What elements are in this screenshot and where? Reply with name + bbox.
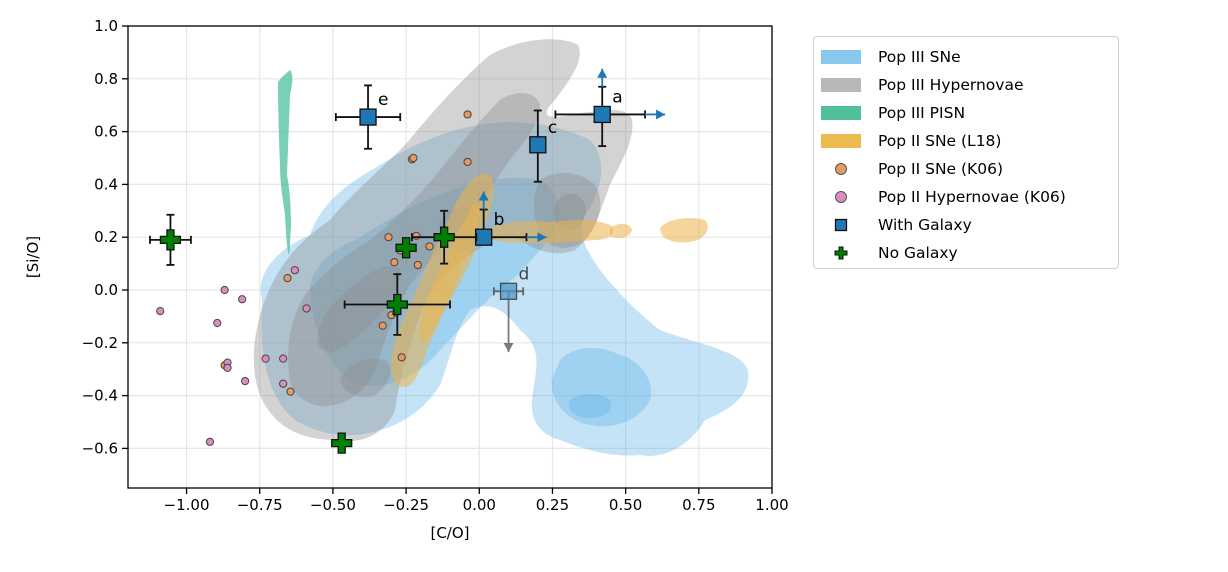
with-galaxy-point-d: d: [493, 264, 530, 353]
plus-marker-icon: [821, 246, 861, 260]
error-bars-layer: a b c d e: [149, 68, 666, 454]
data-point-circle: [302, 304, 311, 313]
legend-label: With Galaxy: [878, 216, 972, 234]
y-tick-label: −0.2: [82, 334, 118, 352]
data-point-circle: [283, 274, 292, 283]
data-point-circle: [220, 285, 229, 295]
data-point-circle: [213, 318, 222, 328]
y-tick-label: 0.2: [94, 228, 118, 246]
y-tick-label: 0.4: [94, 175, 118, 193]
plot-frame: [127, 25, 773, 489]
x-tick-label: −0.50: [310, 496, 356, 514]
square-marker-icon: [821, 218, 861, 232]
data-point-circle: [279, 379, 288, 388]
data-point-circle: [261, 354, 270, 363]
point-label: d: [519, 264, 530, 284]
point-label: a: [612, 87, 622, 107]
y-tick-label: 0.6: [94, 123, 118, 141]
data-point-circle: [397, 353, 406, 362]
x-tick-label: −0.75: [237, 496, 283, 514]
x-axis-label: [C/O]: [430, 524, 469, 542]
legend-item: Pop II SNe (L18): [814, 127, 1118, 155]
no-galaxy-point: [411, 209, 478, 265]
x-tick-label: 0.25: [536, 496, 569, 514]
density-contours: [253, 39, 749, 456]
legend-item: Pop III SNe: [814, 43, 1118, 71]
legend: Pop III SNe Pop III Hypernovae Pop III PIS…: [813, 36, 1119, 269]
y-tick-label: 0.8: [94, 70, 118, 88]
data-point-circle: [463, 110, 472, 119]
data-point-circle: [286, 387, 295, 396]
legend-item: Pop II SNe (K06): [814, 155, 1118, 183]
legend-swatch: [821, 50, 861, 64]
data-point-circle: [205, 437, 215, 446]
circle-marker-icon: [821, 162, 861, 176]
legend-label: No Galaxy: [878, 244, 958, 262]
x-tick-label: 0.00: [463, 496, 496, 514]
data-point-circle: [463, 157, 472, 167]
data-point-circle: [413, 260, 422, 270]
point-label: e: [378, 90, 388, 110]
with-galaxy-point-a: a: [554, 68, 666, 148]
legend-item: Pop III Hypernovae: [814, 71, 1118, 99]
y-tick-label: 0.0: [94, 281, 118, 299]
y-axis-ticks: 1.0 0.8 0.6 0.4 0.2 0.0 −0.2 −0.4 −0.6: [82, 17, 128, 457]
data-point-circle: [290, 266, 299, 275]
point-label: c: [548, 118, 557, 138]
point-label: b: [494, 210, 505, 230]
legend-item: Pop III PISN: [814, 99, 1118, 127]
with-galaxy-point-c: c: [529, 109, 557, 183]
x-tick-label: −0.25: [383, 496, 429, 514]
data-point-circle: [279, 354, 288, 363]
legend-label: Pop III SNe: [878, 48, 961, 66]
legend-label: Pop II SNe (L18): [878, 132, 1002, 150]
data-point-circle: [412, 231, 421, 240]
no-galaxy-point: [395, 237, 417, 259]
data-point-circle: [384, 233, 393, 242]
legend-item: With Galaxy: [814, 211, 1118, 239]
data-point-circle: [409, 153, 418, 163]
data-point-circle: [378, 321, 387, 330]
data-point-circle: [240, 376, 250, 386]
with-galaxy-point-b: b: [475, 191, 547, 246]
y-axis-label: [Si/O]: [24, 236, 42, 278]
legend-swatch: [821, 78, 861, 92]
legend-label: Pop III Hypernovae: [878, 76, 1024, 94]
legend-label: Pop II SNe (K06): [878, 160, 1003, 178]
x-tick-label: 0.50: [609, 496, 642, 514]
legend-item: Pop II Hypernovae (K06): [814, 183, 1118, 211]
pop3-pisn-contour: [278, 70, 293, 255]
scatter-layer: [156, 110, 472, 446]
legend-label: Pop III PISN: [878, 104, 966, 122]
data-point-circle: [425, 242, 434, 251]
legend-swatch: [821, 106, 861, 120]
y-tick-label: 1.0: [94, 17, 118, 35]
data-point-circle: [223, 363, 232, 372]
y-tick-label: −0.4: [82, 387, 118, 405]
no-galaxy-point: [149, 213, 192, 266]
legend-item: No Galaxy: [814, 239, 1118, 267]
no-galaxy-point: [343, 273, 451, 336]
x-tick-label: 1.00: [755, 496, 788, 514]
data-point-circle: [238, 295, 247, 304]
x-tick-label: −1.00: [164, 496, 210, 514]
no-galaxy-point: [331, 432, 353, 454]
data-point-circle: [156, 307, 165, 316]
with-galaxy-point-e: e: [334, 84, 402, 150]
circle-marker-icon: [821, 190, 861, 204]
y-tick-label: −0.6: [82, 439, 118, 457]
legend-swatch: [821, 134, 861, 148]
x-tick-label: 0.75: [682, 496, 715, 514]
legend-label: Pop II Hypernovae (K06): [878, 188, 1066, 206]
data-point-circle: [390, 258, 399, 267]
x-axis-ticks: −1.00 −0.75 −0.50 −0.25 0.00 0.25 0.50 0.75 1.00: [164, 488, 789, 514]
